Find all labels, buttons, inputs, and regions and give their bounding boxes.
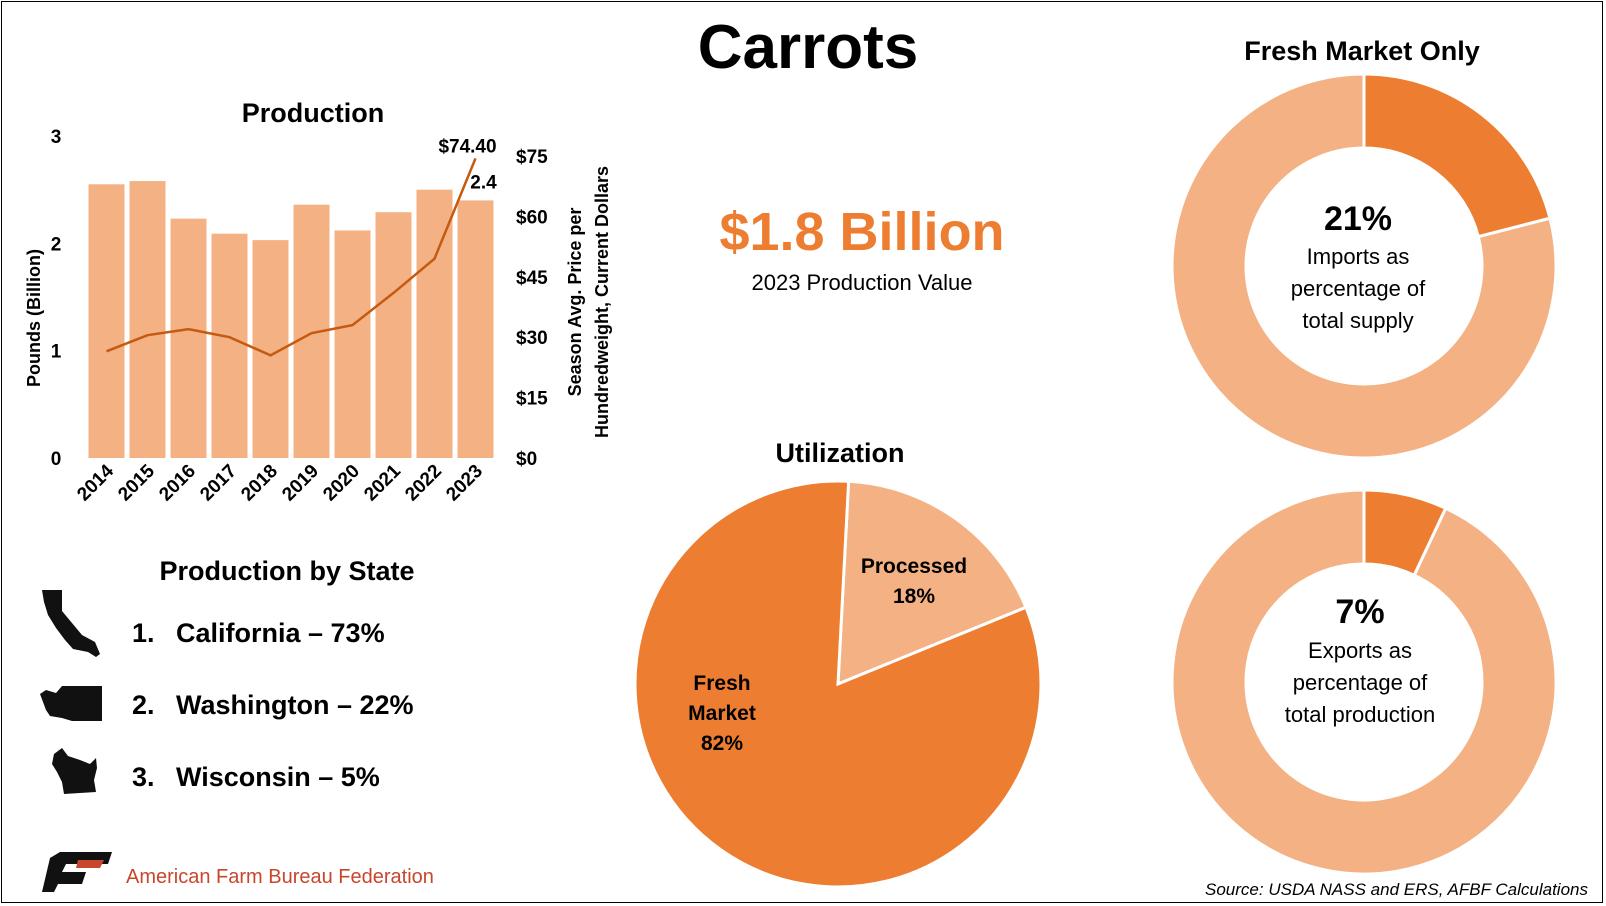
x-tick-label: 2018: [237, 461, 282, 506]
y2-tick-label: $60: [516, 207, 548, 228]
y-tick-label: 0: [51, 449, 62, 470]
x-tick-label: 2021: [360, 460, 405, 505]
state-text-1: California – 73%: [176, 618, 385, 648]
afbf-name: American Farm Bureau Federation: [126, 866, 434, 888]
fresh-pct: 82%: [701, 732, 743, 755]
y2-axis-label-line2: Hundredweight, Current Dollars: [592, 166, 612, 438]
imports-caption-2: percentage of: [1291, 276, 1426, 301]
domestic-supply-slice: [1170, 72, 1558, 460]
production-value: $1.8 Billion: [719, 202, 1004, 262]
exports-caption-2: percentage of: [1293, 670, 1428, 695]
processed-slice: [836, 479, 1028, 687]
x-tick-label: 2023: [442, 461, 487, 506]
production-bar: [375, 212, 412, 458]
price-line: [106, 157, 477, 357]
x-tick-label: 2014: [73, 460, 118, 505]
processed-pct: 18%: [893, 585, 935, 608]
state-rank-1: 1.: [132, 618, 155, 648]
afbf-logo-icon: [42, 852, 112, 892]
y-tick-label: 3: [51, 127, 62, 148]
production-bar: [129, 181, 166, 458]
last-price-label: $74.40: [438, 136, 496, 157]
y2-tick-label: $45: [516, 268, 548, 289]
x-tick-label: 2022: [401, 461, 446, 506]
imports-caption-1: Imports as: [1307, 244, 1410, 269]
x-tick-label: 2017: [196, 461, 241, 506]
state-rank-3: 3.: [132, 762, 155, 792]
state-rank-2: 2.: [132, 690, 155, 720]
production-bar: [457, 200, 494, 458]
y-tick-label: 1: [51, 342, 62, 363]
production-value-caption: 2023 Production Value: [752, 270, 973, 295]
x-tick-label: 2019: [278, 461, 323, 506]
y2-tick-label: $30: [516, 328, 548, 349]
y2-tick-label: $15: [516, 389, 548, 410]
wisconsin-icon: [52, 748, 97, 794]
fresh-market-slice: [633, 479, 1043, 889]
production-bar: [211, 233, 248, 458]
fresh-label-line2: Market: [688, 702, 756, 725]
last-bar-label: 2.4: [470, 172, 497, 193]
production-bar: [334, 230, 371, 458]
production-bar: [88, 184, 125, 459]
exports-caption-1: Exports as: [1308, 638, 1412, 663]
x-tick-label: 2016: [155, 461, 200, 506]
y2-tick-label: $0: [516, 449, 537, 470]
domestic-use-slice: [1170, 488, 1558, 876]
y-axis-label: Pounds (Billion): [24, 249, 44, 387]
fresh-market-title: Fresh Market Only: [1244, 36, 1480, 66]
y-tick-label: 2: [51, 234, 62, 255]
x-tick-label: 2020: [319, 461, 364, 506]
production-bar: [416, 189, 453, 458]
y2-tick-label: $75: [516, 147, 548, 168]
exports-pct: 7%: [1335, 593, 1384, 631]
fresh-label-line1: Fresh: [693, 672, 750, 695]
state-text-2: Washington – 22%: [176, 690, 414, 720]
imports-pct: 21%: [1324, 200, 1392, 238]
states-title: Production by State: [159, 556, 414, 586]
state-text-3: Wisconsin – 5%: [176, 762, 380, 792]
page-title: Carrots: [698, 13, 919, 82]
exports-donut: [1170, 488, 1558, 876]
production-chart-title: Production: [242, 98, 385, 128]
imports-caption-3: total supply: [1302, 308, 1413, 333]
processed-label: Processed: [861, 555, 967, 578]
imports-donut: [1170, 72, 1558, 460]
washington-icon: [40, 686, 102, 721]
x-tick-label: 2015: [114, 460, 159, 505]
utilization-title: Utilization: [776, 438, 905, 468]
exports-caption-3: total production: [1285, 702, 1435, 727]
california-icon: [42, 590, 100, 657]
production-bar: [170, 218, 207, 458]
source-note: Source: USDA NASS and ERS, AFBF Calculat…: [1205, 880, 1588, 899]
y2-axis-label-line1: Season Avg. Price per: [565, 208, 585, 397]
utilization-pie: Utilization Processed 18% Fresh Market 8…: [633, 438, 1043, 889]
